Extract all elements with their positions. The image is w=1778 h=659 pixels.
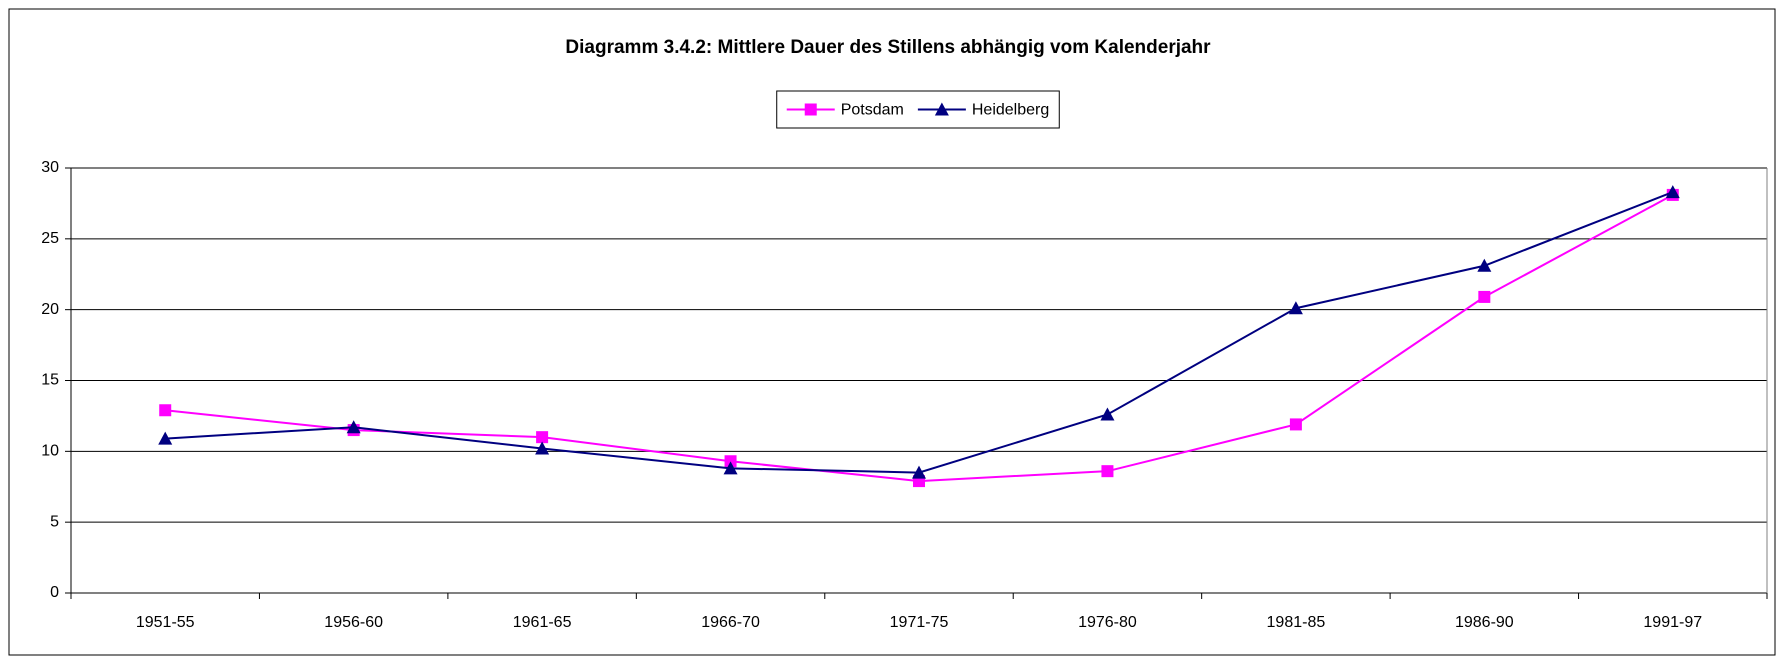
chart-title: Diagramm 3.4.2: Mittlere Dauer des Still… xyxy=(565,37,1211,58)
marker xyxy=(1101,465,1114,478)
x-tick-label: 1956-60 xyxy=(324,614,383,631)
y-tick-label: 0 xyxy=(50,584,59,601)
marker xyxy=(159,404,172,417)
legend-label: Potsdam xyxy=(841,102,904,119)
y-tick-label: 5 xyxy=(50,513,59,530)
x-tick-label: 1991-97 xyxy=(1643,614,1702,631)
marker xyxy=(1288,301,1303,315)
marker xyxy=(723,461,738,475)
marker xyxy=(1478,290,1491,303)
marker xyxy=(724,455,737,468)
x-tick-label: 1951-55 xyxy=(136,614,195,631)
x-tick-label: 1961-65 xyxy=(513,614,572,631)
x-tick-label: 1966-70 xyxy=(701,614,760,631)
x-tick-label: 1986-90 xyxy=(1455,614,1514,631)
legend-marker xyxy=(934,102,949,116)
x-tick-label: 1971-75 xyxy=(890,614,949,631)
marker xyxy=(912,465,926,479)
marker xyxy=(1665,185,1680,199)
marker xyxy=(1289,418,1302,431)
y-tick-label: 20 xyxy=(41,301,59,318)
marker xyxy=(1100,407,1115,421)
legend-label: Heidelberg xyxy=(972,102,1049,119)
marker xyxy=(536,431,549,444)
marker xyxy=(1477,258,1492,272)
x-tick-label: 1981-85 xyxy=(1267,614,1326,631)
y-tick-label: 10 xyxy=(41,443,59,460)
marker xyxy=(158,431,173,445)
x-tick-label: 1976-80 xyxy=(1078,614,1137,631)
y-tick-label: 25 xyxy=(41,230,59,247)
marker xyxy=(346,420,361,434)
y-tick-label: 30 xyxy=(41,159,59,176)
legend-marker xyxy=(804,103,817,116)
marker xyxy=(535,441,550,455)
y-tick-label: 15 xyxy=(41,372,59,389)
legend: Potsdam Heidelberg xyxy=(776,90,1060,129)
